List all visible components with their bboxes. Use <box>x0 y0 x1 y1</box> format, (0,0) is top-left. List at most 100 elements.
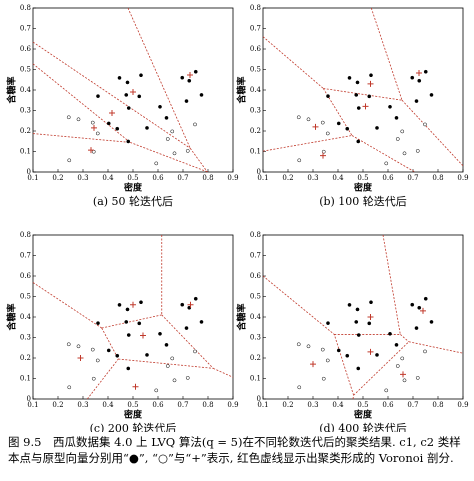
axes-frame <box>262 234 464 400</box>
prototype <box>312 123 319 130</box>
y-tick-label: 0.2 <box>250 127 261 135</box>
sample-point <box>415 149 420 153</box>
sample-point <box>410 302 415 307</box>
y-tick-label: 0.2 <box>20 127 31 135</box>
subtitle: (b) 100 轮迭代后 <box>319 194 407 208</box>
sample-point <box>325 358 330 363</box>
sample-point <box>67 158 72 163</box>
prototype <box>130 89 136 96</box>
sample-point <box>187 78 192 83</box>
sample-point <box>91 376 96 381</box>
x-tick-label: 0.1 <box>257 401 268 409</box>
x-tick-label: 0.8 <box>432 174 443 182</box>
x-tick-label: 0.2 <box>282 401 293 409</box>
sample-point <box>154 161 159 166</box>
sample-point <box>388 331 392 336</box>
prototype <box>109 109 115 116</box>
prototype <box>420 307 426 314</box>
voronoi-edge <box>401 99 464 167</box>
sample-point <box>375 353 379 357</box>
prototype <box>416 69 422 76</box>
voronoi-edge <box>32 133 131 143</box>
y-tick-label: 0.2 <box>250 354 261 362</box>
subtitle: (a) 50 轮迭代后 <box>93 194 173 208</box>
voronoi-edge <box>352 395 354 400</box>
axes-frame <box>32 234 234 400</box>
prototype <box>310 361 316 368</box>
sample-point <box>400 129 405 134</box>
x-tick-label: 0.8 <box>432 401 443 409</box>
sample-point <box>395 364 400 368</box>
y-tick-label: 0.3 <box>250 107 261 115</box>
sample-point <box>415 376 420 380</box>
y-tick-label: 0.7 <box>250 25 261 33</box>
prototype <box>140 332 146 339</box>
y-tick-label: 0.3 <box>250 334 261 342</box>
voronoi-edge <box>370 7 403 101</box>
sample-point <box>91 149 96 154</box>
sample-point <box>185 149 190 153</box>
x-tick-label: 0.7 <box>407 401 418 409</box>
sample-point <box>384 161 389 166</box>
sample-point <box>367 94 372 99</box>
y-tick-label: 0.1 <box>20 148 31 156</box>
x-tick-label: 0.8 <box>202 401 213 409</box>
sample-point <box>90 120 95 125</box>
x-tick-label: 0.3 <box>77 174 88 182</box>
sample-point <box>417 305 422 310</box>
y-tick-label: 0.6 <box>250 272 262 280</box>
sample-point <box>184 99 189 103</box>
x-tick-label: 0.9 <box>457 174 468 182</box>
x-tick-label: 0.2 <box>52 174 63 182</box>
x-tick-label: 0.1 <box>27 174 38 182</box>
y-tick-label: 0.4 <box>250 313 262 321</box>
x-tick-label: 0.2 <box>282 174 293 182</box>
sample-point <box>193 122 197 127</box>
sample-point <box>193 69 198 74</box>
x-axis-label: 密度 <box>123 409 143 421</box>
voronoi-edge <box>262 275 335 335</box>
sample-point <box>347 303 352 307</box>
voronoi-edge <box>262 36 324 89</box>
sample-point <box>423 122 427 127</box>
sample-point <box>180 302 185 307</box>
voronoi-edge <box>400 334 410 343</box>
y-tick-label: 0.2 <box>20 354 31 362</box>
voronoi-edge <box>32 282 102 329</box>
x-tick-label: 0.6 <box>382 401 394 409</box>
voronoi-edge <box>382 234 401 335</box>
x-tick-label: 0.7 <box>177 401 188 409</box>
voronoi-edge <box>353 341 410 396</box>
sample-point <box>139 300 143 305</box>
sample-point <box>325 131 330 136</box>
subplot: 0.1 0.2 0.3 0.4 0.5 0.6 0.7 0.8 0.900.10.20.30.4… <box>6 4 239 208</box>
y-tick-label: 0.7 <box>20 252 31 260</box>
x-tick-label: 0.6 <box>152 174 164 182</box>
sample-point <box>400 356 405 361</box>
sample-point <box>106 348 111 353</box>
sample-point <box>369 300 373 305</box>
sample-point <box>170 356 175 361</box>
y-tick-label: 0.5 <box>250 293 261 301</box>
sample-point <box>345 126 350 131</box>
sample-point <box>158 331 162 336</box>
sample-point <box>126 366 131 371</box>
sample-point <box>193 296 198 301</box>
sample-point <box>429 320 434 324</box>
sample-point <box>170 129 175 134</box>
subtitle: (c) 200 轮迭代后 <box>90 421 177 432</box>
caption: 图 9.5 西瓜数据集 4.0 上 LVQ 算法(q = 5)在不同轮数迭代后的… <box>8 435 461 465</box>
voronoi-edge <box>130 142 208 173</box>
y-tick-label: 0.3 <box>20 107 31 115</box>
sample-point <box>165 137 170 141</box>
voronoi-edge <box>87 358 119 400</box>
sample-point <box>137 321 142 326</box>
x-tick-label: 0.4 <box>102 174 114 182</box>
prototype <box>132 383 139 390</box>
sample-point <box>423 69 428 74</box>
sample-point <box>126 139 131 144</box>
sample-point <box>67 385 72 390</box>
prototype <box>130 301 136 308</box>
sample-point <box>336 348 341 353</box>
sample-point <box>356 366 361 371</box>
